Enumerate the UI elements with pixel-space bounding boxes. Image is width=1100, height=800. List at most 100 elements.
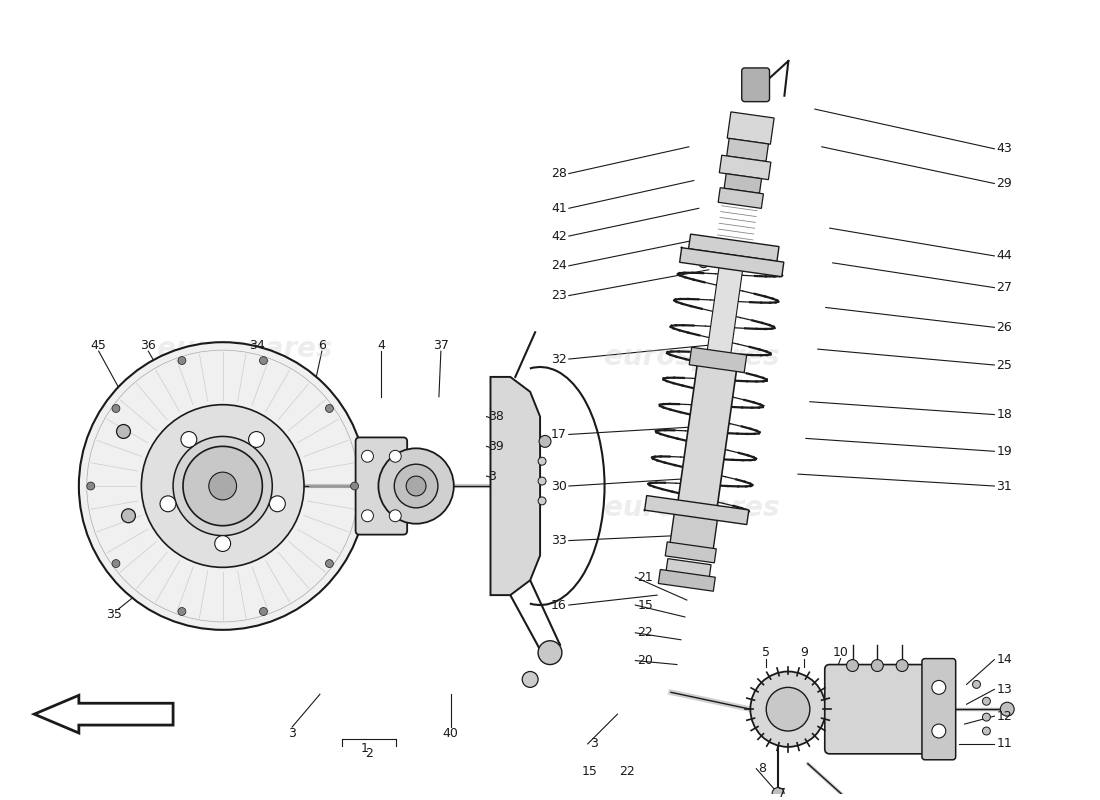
Text: 36: 36	[141, 338, 156, 352]
Polygon shape	[645, 495, 749, 525]
Circle shape	[772, 787, 784, 799]
Text: eurospares: eurospares	[157, 335, 332, 363]
Text: 30: 30	[551, 479, 566, 493]
Text: 19: 19	[997, 445, 1012, 458]
Circle shape	[932, 681, 946, 694]
Polygon shape	[666, 558, 711, 578]
Circle shape	[389, 510, 402, 522]
Text: 3: 3	[590, 738, 597, 750]
Circle shape	[121, 509, 135, 522]
Circle shape	[112, 405, 120, 413]
Text: 40: 40	[443, 727, 459, 741]
Text: 34: 34	[250, 338, 265, 352]
Circle shape	[394, 464, 438, 508]
Polygon shape	[491, 377, 540, 595]
FancyBboxPatch shape	[355, 438, 407, 534]
Text: 44: 44	[997, 250, 1012, 262]
Text: 13: 13	[997, 683, 1012, 696]
Circle shape	[538, 477, 546, 485]
Polygon shape	[727, 112, 774, 144]
Text: 8: 8	[758, 762, 767, 775]
Circle shape	[249, 431, 264, 447]
Circle shape	[270, 496, 285, 512]
Circle shape	[750, 671, 826, 747]
Polygon shape	[727, 138, 769, 162]
Polygon shape	[680, 248, 784, 277]
Text: 23: 23	[551, 289, 566, 302]
Circle shape	[351, 482, 359, 490]
Text: 27: 27	[997, 281, 1012, 294]
Circle shape	[538, 497, 546, 505]
Text: 39: 39	[488, 440, 504, 453]
Text: 22: 22	[637, 626, 653, 639]
Text: 6: 6	[318, 338, 326, 352]
Polygon shape	[676, 363, 737, 520]
Text: 3: 3	[288, 727, 296, 741]
Circle shape	[260, 357, 267, 365]
Text: 11: 11	[997, 738, 1012, 750]
FancyArrow shape	[34, 695, 173, 733]
Circle shape	[982, 727, 990, 735]
Text: 35: 35	[106, 609, 121, 622]
FancyBboxPatch shape	[741, 68, 770, 102]
Text: 26: 26	[997, 321, 1012, 334]
Text: 41: 41	[551, 202, 566, 214]
Circle shape	[539, 435, 551, 447]
Circle shape	[180, 431, 197, 447]
Circle shape	[871, 659, 883, 671]
Circle shape	[160, 496, 176, 512]
Polygon shape	[706, 254, 745, 358]
Text: eurospares: eurospares	[604, 343, 780, 371]
Text: 37: 37	[433, 338, 449, 352]
Text: 16: 16	[551, 598, 566, 611]
Circle shape	[538, 458, 546, 465]
Polygon shape	[689, 234, 779, 261]
Circle shape	[178, 607, 186, 615]
Text: 2: 2	[365, 747, 373, 760]
Circle shape	[972, 681, 980, 688]
Text: 14: 14	[997, 653, 1012, 666]
Circle shape	[982, 713, 990, 721]
Text: 20: 20	[637, 654, 653, 667]
Text: 29: 29	[997, 177, 1012, 190]
Circle shape	[87, 482, 95, 490]
Text: 15: 15	[582, 765, 597, 778]
Text: 15: 15	[637, 598, 653, 611]
Text: eurospares: eurospares	[604, 494, 780, 522]
Text: 22: 22	[619, 765, 635, 778]
Circle shape	[896, 659, 909, 671]
Text: 4: 4	[377, 338, 385, 352]
Circle shape	[79, 342, 366, 630]
Text: 28: 28	[551, 167, 566, 180]
Polygon shape	[718, 188, 763, 208]
Circle shape	[1000, 702, 1014, 716]
Polygon shape	[666, 542, 716, 563]
Text: 3: 3	[488, 470, 496, 482]
Circle shape	[326, 559, 333, 567]
Circle shape	[538, 641, 562, 665]
Circle shape	[389, 450, 402, 462]
Circle shape	[982, 698, 990, 706]
Polygon shape	[669, 511, 717, 555]
Circle shape	[522, 671, 538, 687]
Text: 12: 12	[997, 710, 1012, 722]
Circle shape	[183, 446, 263, 526]
Circle shape	[260, 607, 267, 615]
Circle shape	[173, 437, 273, 536]
Circle shape	[362, 450, 373, 462]
Circle shape	[209, 472, 236, 500]
Text: 25: 25	[997, 358, 1012, 371]
Circle shape	[112, 559, 120, 567]
Circle shape	[378, 448, 454, 524]
Polygon shape	[658, 570, 715, 591]
Text: 1: 1	[361, 742, 368, 755]
Text: 32: 32	[551, 353, 566, 366]
FancyBboxPatch shape	[825, 665, 934, 754]
FancyBboxPatch shape	[922, 658, 956, 760]
Circle shape	[178, 357, 186, 365]
Text: 21: 21	[637, 570, 653, 584]
Text: 33: 33	[551, 534, 566, 547]
Polygon shape	[719, 155, 771, 180]
Circle shape	[214, 536, 231, 551]
Text: 5: 5	[762, 646, 770, 659]
